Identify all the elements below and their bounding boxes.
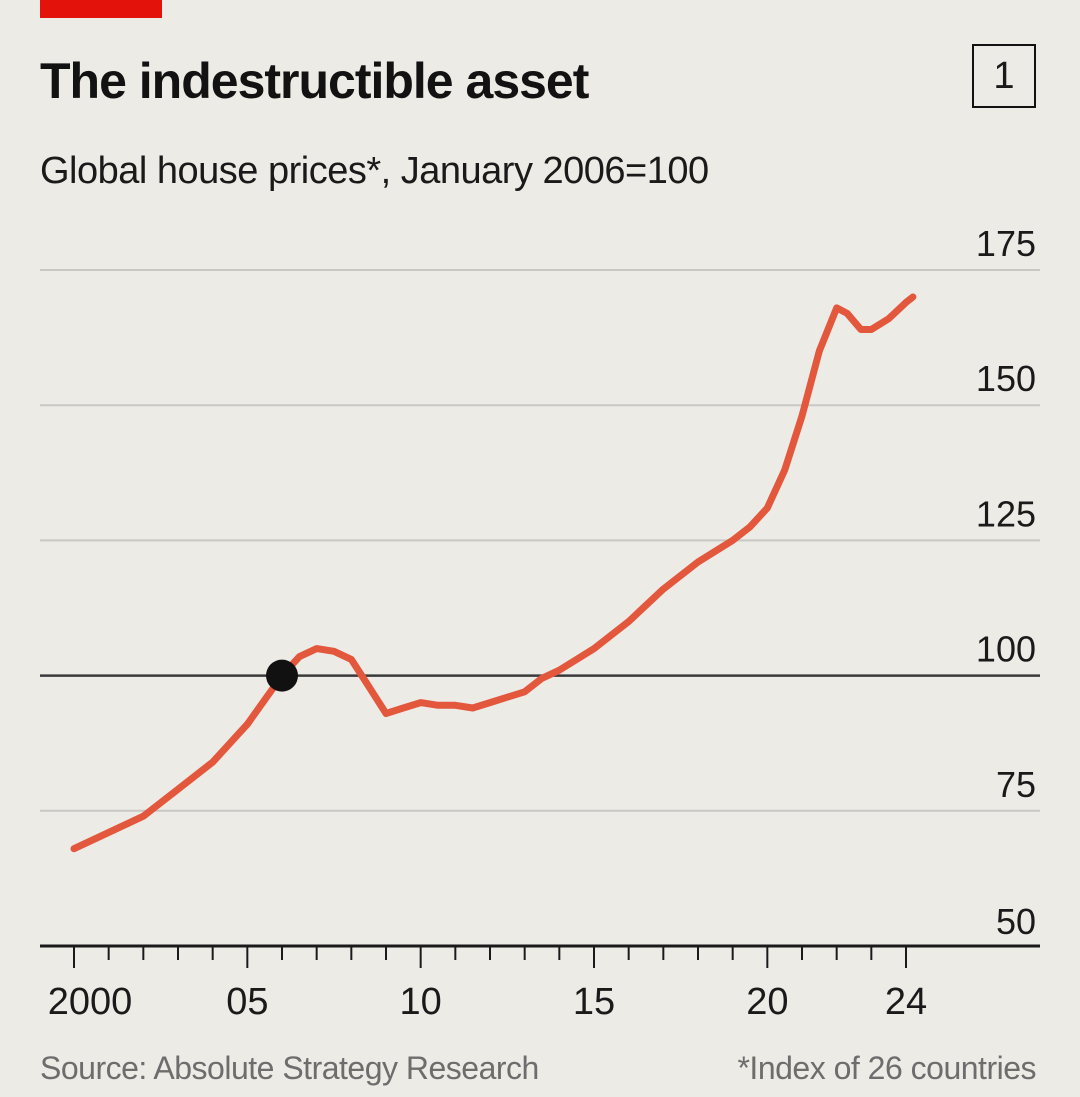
gridlines bbox=[40, 269, 1040, 812]
y-tick-label: 175 bbox=[976, 223, 1036, 264]
y-tick-label: 100 bbox=[976, 629, 1036, 670]
y-tick-label: 50 bbox=[996, 901, 1036, 942]
chart-title: The indestructible asset bbox=[40, 53, 589, 109]
source-note: Source: Absolute Strategy Research bbox=[40, 1050, 539, 1086]
x-tick-label: 24 bbox=[885, 981, 927, 1023]
chart-number-badge: 1 bbox=[972, 44, 1036, 108]
series-line bbox=[70, 293, 917, 853]
x-axis: 2000 05 10 15 20 24 bbox=[40, 944, 1040, 1023]
x-tick-label: 05 bbox=[226, 981, 268, 1023]
x-tick-label: 20 bbox=[746, 981, 788, 1023]
y-axis-labels: 75 100 125 150 175 50 bbox=[976, 223, 1036, 942]
index-footnote: *Index of 26 countries bbox=[737, 1050, 1036, 1086]
line-chart: 75 100 125 150 175 50 2000 05 10 15 20 24 bbox=[40, 223, 1040, 1023]
y-tick-label: 75 bbox=[996, 764, 1036, 805]
accent-tag bbox=[40, 0, 162, 18]
x-tick-label: 15 bbox=[573, 981, 615, 1023]
y-tick-label: 150 bbox=[976, 358, 1036, 399]
series-layer bbox=[70, 293, 917, 853]
y-tick-label: 125 bbox=[976, 493, 1036, 534]
chart-subtitle: Global house prices*, January 2006=100 bbox=[40, 150, 709, 192]
x-tick-label: 10 bbox=[400, 981, 442, 1023]
x-tick-label: 2000 bbox=[48, 981, 133, 1023]
highlight-point bbox=[266, 659, 298, 692]
